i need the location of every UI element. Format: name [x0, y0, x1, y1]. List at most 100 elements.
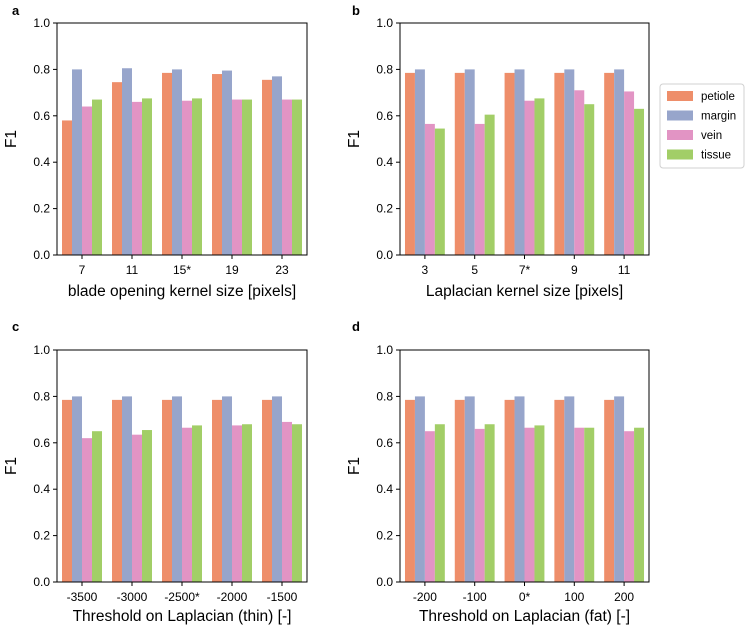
bar-a-margin-3: [222, 70, 232, 255]
x-tick-label-d-1: -100: [463, 590, 487, 604]
bar-b-vein-1: [474, 123, 485, 255]
bar-a-margin-1: [122, 68, 132, 256]
bar-c-tissue-3: [242, 424, 252, 582]
bar-a-petiole-4: [262, 79, 272, 255]
y-tick-label-d-1: 0.2: [376, 529, 393, 543]
bar-a-tissue-4: [292, 99, 302, 255]
bar-c-margin-1: [122, 396, 132, 582]
y-tick-label-b-3: 0.6: [376, 109, 393, 123]
y-tick-label-d-3: 0.6: [376, 436, 393, 450]
legend: petiole margin vein tissue: [659, 83, 745, 169]
bar-c-tissue-0: [92, 431, 102, 582]
bar-b-petiole-3: [554, 72, 565, 255]
x-tick-label-c-3: -2000: [217, 590, 248, 604]
bar-c-margin-4: [272, 396, 282, 582]
bar-b-margin-0: [414, 69, 425, 256]
bar-d-margin-0: [414, 396, 425, 582]
y-tick-label-b-0: 0.0: [376, 248, 393, 262]
bar-a-margin-2: [172, 69, 182, 256]
bar-b-tissue-4: [634, 108, 645, 255]
bar-b-tissue-0: [434, 128, 445, 255]
bar-b-vein-3: [574, 90, 585, 255]
legend-label-vein: vein: [701, 130, 722, 142]
bar-a-petiole-0: [62, 120, 72, 255]
bar-b-vein-4: [624, 91, 635, 255]
bar-c-vein-3: [232, 425, 242, 582]
bar-a-tissue-3: [242, 99, 252, 255]
bar-a-petiole-2: [162, 72, 172, 255]
x-tick-label-b-1: 5: [471, 263, 478, 277]
y-tick-label-a-3: 0.6: [33, 109, 50, 123]
bar-c-petiole-2: [162, 399, 172, 582]
y-tick-label-c-0: 0.0: [33, 575, 50, 589]
bar-d-tissue-4: [634, 427, 645, 582]
x-tick-label-c-2: -2500*: [164, 590, 200, 604]
x-tick-label-a-3: 19: [225, 263, 239, 277]
x-tick-label-b-3: 9: [571, 263, 578, 277]
bar-b-petiole-2: [504, 72, 515, 255]
x-axis-label-d: Threshold on Laplacian (fat) [-]: [419, 608, 630, 625]
panel-letter-d: d: [352, 319, 360, 334]
y-tick-label-d-5: 1.0: [376, 343, 393, 357]
bar-d-margin-4: [614, 396, 625, 582]
bar-b-petiole-1: [454, 72, 465, 255]
bar-d-margin-3: [564, 396, 575, 582]
bar-d-margin-1: [464, 396, 475, 582]
bar-b-vein-0: [424, 123, 435, 255]
bar-c-petiole-4: [262, 399, 272, 582]
x-tick-label-a-2: 15*: [173, 263, 191, 277]
bar-d-vein-2: [524, 427, 535, 582]
y-tick-label-c-4: 0.8: [33, 389, 50, 403]
y-axis-label-d: F1: [346, 457, 363, 475]
x-tick-label-d-0: -200: [413, 590, 437, 604]
legend-swatch-margin: [667, 110, 693, 121]
bar-c-vein-0: [82, 438, 92, 582]
bar-a-petiole-3: [212, 74, 222, 255]
x-tick-label-a-4: 23: [275, 263, 289, 277]
chart-panel-a: 0.0 0.2 0.4 0.6 0.8 1.0 7 11 15* 19 23 blade openin…: [3, 3, 308, 300]
x-axis-label-a: blade opening kernel size [pixels]: [68, 283, 296, 300]
y-tick-label-d-0: 0.0: [376, 575, 393, 589]
legend-label-tissue: tissue: [701, 150, 731, 162]
panel-letter-a: a: [12, 3, 20, 18]
x-tick-label-a-1: 11: [126, 263, 139, 277]
chart-panel-c: 0.0 0.2 0.4 0.6 0.8 1.0 -3500 -3000 -2500* -2000 -…: [3, 319, 308, 625]
x-tick-label-b-2: 7*: [519, 263, 531, 277]
x-tick-label-d-3: 100: [564, 590, 584, 604]
bar-a-tissue-2: [192, 98, 202, 256]
legend-label-margin: margin: [701, 111, 736, 123]
y-tick-label-a-5: 1.0: [33, 16, 50, 30]
panel-letter-c: c: [12, 319, 19, 334]
bar-b-tissue-2: [534, 98, 545, 256]
bar-b-petiole-0: [404, 72, 415, 255]
bar-a-vein-1: [132, 101, 142, 255]
bar-a-tissue-1: [142, 98, 152, 256]
bar-a-vein-0: [82, 106, 92, 256]
bar-b-petiole-4: [604, 72, 615, 255]
bar-b-vein-2: [524, 100, 535, 255]
bar-b-margin-1: [464, 69, 475, 256]
y-tick-label-c-5: 1.0: [33, 343, 50, 357]
bar-a-petiole-1: [112, 82, 122, 255]
bar-a-tissue-0: [92, 99, 102, 255]
x-tick-label-d-4: 200: [614, 590, 634, 604]
x-tick-label-a-0: 7: [79, 263, 86, 277]
panel-letter-b: b: [352, 3, 360, 18]
x-tick-label-c-1: -3000: [117, 590, 148, 604]
y-tick-label-b-2: 0.4: [376, 155, 393, 169]
bar-a-margin-4: [272, 76, 282, 255]
bar-c-petiole-1: [112, 399, 122, 582]
y-tick-label-d-4: 0.8: [376, 389, 393, 403]
y-tick-label-c-1: 0.2: [33, 529, 50, 543]
y-tick-label-c-3: 0.6: [33, 436, 50, 450]
bar-b-margin-2: [514, 69, 525, 256]
y-axis-label-c: F1: [3, 457, 20, 475]
bar-c-petiole-0: [62, 399, 72, 582]
bar-d-petiole-3: [554, 399, 565, 582]
y-tick-label-a-4: 0.8: [33, 62, 50, 76]
chart-panel-b: 0.0 0.2 0.4 0.6 0.8 1.0 3 5 7* 9 11 Laplacian kerne…: [346, 3, 650, 300]
bar-a-margin-0: [72, 69, 82, 256]
bar-b-tissue-1: [484, 114, 495, 255]
y-tick-label-a-1: 0.2: [33, 202, 50, 216]
